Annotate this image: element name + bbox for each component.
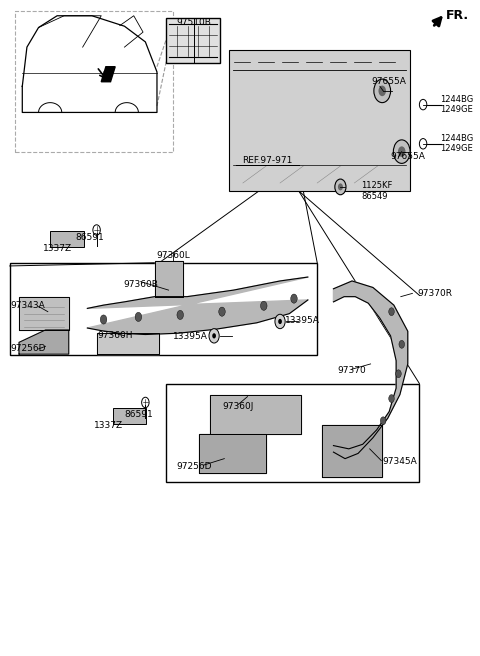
Circle shape — [219, 307, 225, 316]
Circle shape — [335, 179, 346, 195]
Circle shape — [212, 333, 216, 338]
Circle shape — [389, 308, 394, 316]
Text: 1244BG
1249GE: 1244BG 1249GE — [440, 95, 474, 114]
Circle shape — [291, 294, 297, 303]
Bar — [166, 18, 220, 64]
Circle shape — [380, 417, 386, 424]
Text: 13395A: 13395A — [285, 316, 320, 325]
Polygon shape — [19, 330, 69, 354]
Circle shape — [177, 310, 183, 319]
Circle shape — [100, 315, 107, 324]
Polygon shape — [87, 277, 308, 335]
Text: 1337Z: 1337Z — [94, 422, 123, 430]
Text: REF.97-971: REF.97-971 — [242, 155, 292, 165]
Circle shape — [398, 146, 406, 157]
Text: 13395A: 13395A — [173, 332, 208, 341]
Text: 97343A: 97343A — [11, 300, 46, 310]
Bar — [229, 51, 410, 191]
Text: 97370R: 97370R — [417, 289, 452, 298]
Polygon shape — [155, 261, 182, 297]
Text: 97256D: 97256D — [176, 462, 212, 471]
Circle shape — [394, 140, 410, 163]
Circle shape — [209, 329, 219, 343]
Text: 86591: 86591 — [75, 234, 104, 242]
Bar — [166, 384, 420, 482]
Circle shape — [275, 314, 285, 329]
Text: 1125KF
86549: 1125KF 86549 — [361, 181, 393, 201]
Circle shape — [278, 319, 282, 324]
Circle shape — [378, 85, 386, 96]
Text: 97360H: 97360H — [97, 331, 133, 340]
Polygon shape — [199, 434, 266, 473]
Polygon shape — [19, 297, 69, 330]
Polygon shape — [322, 424, 382, 477]
Circle shape — [399, 340, 405, 348]
Polygon shape — [101, 67, 115, 82]
Bar — [10, 262, 317, 356]
Text: 97655A: 97655A — [390, 152, 425, 161]
Text: 1244BG
1249GE: 1244BG 1249GE — [440, 134, 474, 154]
Text: 97360J: 97360J — [223, 402, 254, 411]
Circle shape — [396, 370, 401, 378]
Text: 97655A: 97655A — [372, 77, 407, 85]
Text: 97360B: 97360B — [123, 279, 158, 289]
Circle shape — [374, 79, 391, 102]
Circle shape — [338, 184, 343, 190]
Circle shape — [135, 312, 142, 321]
Polygon shape — [96, 333, 159, 354]
Polygon shape — [334, 281, 408, 459]
Text: 97360L: 97360L — [156, 251, 190, 260]
Text: 97256D: 97256D — [11, 344, 46, 354]
Text: 1337Z: 1337Z — [43, 245, 72, 253]
Bar — [15, 11, 173, 152]
Text: 97510B: 97510B — [177, 18, 212, 27]
Circle shape — [389, 395, 394, 403]
Bar — [113, 408, 146, 424]
Text: 86591: 86591 — [124, 410, 153, 419]
Circle shape — [261, 301, 267, 310]
Text: 97345A: 97345A — [382, 457, 417, 466]
Bar — [50, 232, 84, 247]
Text: FR.: FR. — [446, 9, 469, 22]
Text: 97370: 97370 — [337, 366, 366, 375]
Polygon shape — [210, 395, 301, 434]
